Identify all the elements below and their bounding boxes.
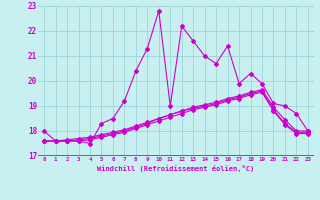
X-axis label: Windchill (Refroidissement éolien,°C): Windchill (Refroidissement éolien,°C) bbox=[97, 165, 255, 172]
